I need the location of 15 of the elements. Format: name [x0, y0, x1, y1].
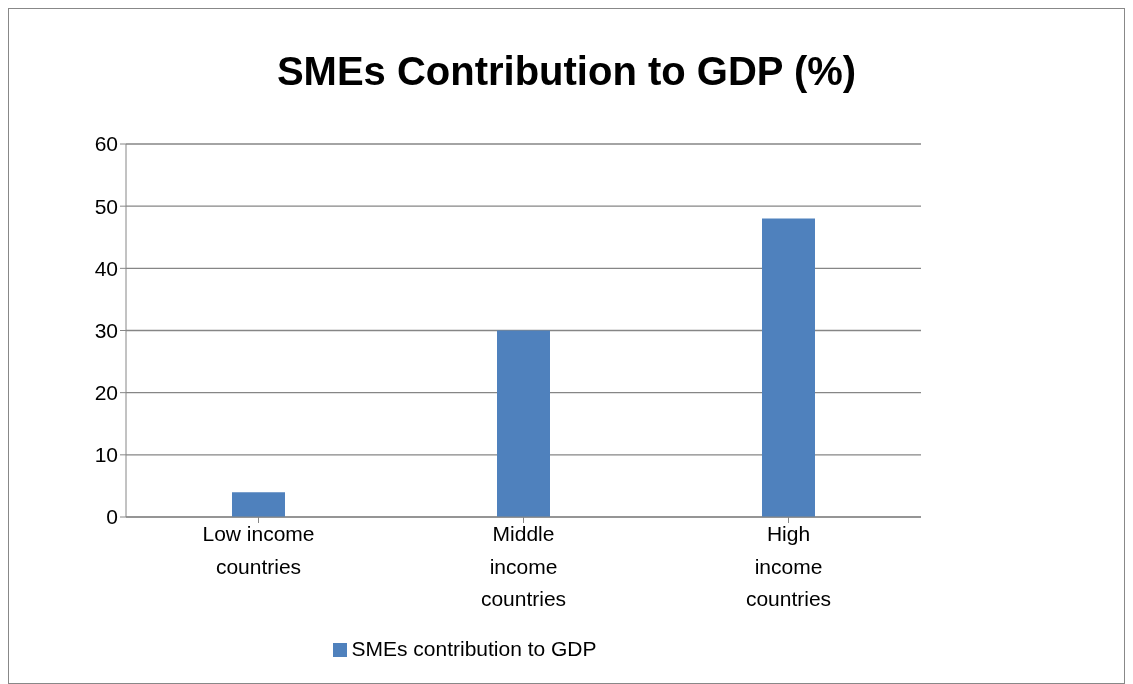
bar [232, 492, 285, 517]
legend-label: SMEs contribution to GDP [351, 637, 597, 660]
x-tick-label: High income countries [745, 522, 832, 610]
y-tick-label: 0 [106, 505, 118, 529]
y-tick-label: 60 [94, 132, 118, 156]
y-tick-label: 30 [94, 318, 118, 342]
y-tick-label: 50 [94, 194, 118, 218]
chart-title: SMEs Contribution to GDP (%) [275, 49, 858, 94]
bar [497, 330, 550, 517]
x-tick-label: Low income countries [202, 522, 315, 578]
y-tick-label: 40 [94, 256, 118, 280]
y-tick-label: 10 [94, 443, 118, 467]
y-tick-label: 20 [94, 381, 118, 405]
bar [762, 218, 815, 517]
x-tick-label: Middle income countries [480, 522, 567, 610]
